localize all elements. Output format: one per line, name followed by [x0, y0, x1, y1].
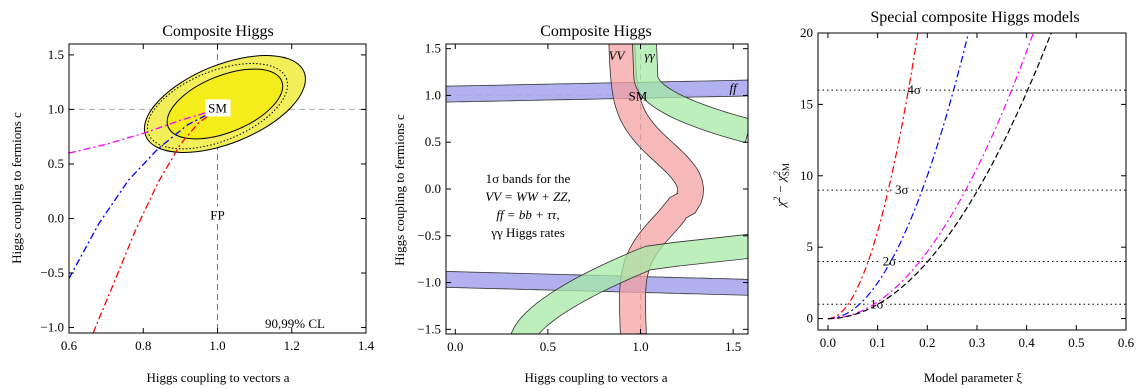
panel-3-x-axis-label: Model parameter ξ — [924, 370, 1022, 385]
y-tick-label: −1.5 — [417, 321, 441, 336]
y-tick-label: −0.5 — [417, 228, 441, 243]
legend-line-1: 1σ bands for the — [486, 171, 571, 186]
model-curve-2 — [69, 108, 218, 279]
y-tick-label: −1.0 — [40, 320, 64, 335]
panel-1-title: Composite Higgs — [162, 23, 274, 40]
y-tick-label: −1.0 — [417, 275, 441, 290]
panel-1-contour: Composite Higgs SM FP 0.6 0.8 1.0 1.2 1.4 −1.0… — [9, 23, 375, 385]
x-tick-label: 1.0 — [632, 339, 648, 354]
panel-2-plot-area: VV γγ ff SM — [446, 44, 748, 334]
x-tick-label: 1.0 — [209, 338, 225, 353]
gamma-gamma-band-upper — [632, 44, 748, 144]
panel-1-axes: 0.6 0.8 1.0 1.2 1.4 −1.0 −0.5 0.0 0.5 1.0 1.5 — [40, 44, 375, 353]
band-label-2: ff — [729, 81, 739, 96]
panel-3-frame — [817, 32, 1127, 331]
legend-line-3: ff = bb + ττ, — [496, 207, 559, 222]
y-tick-label: 1.5 — [425, 41, 441, 56]
sigma-label-4: 4σ — [907, 82, 921, 97]
panel-2-title: Composite Higgs — [540, 23, 652, 40]
y-tick-label: 1.5 — [48, 47, 64, 62]
x-tick-label: 1.5 — [725, 339, 741, 354]
x-tick-label: 0.6 — [1118, 335, 1135, 350]
panel-2-bands: Composite Higgs VV γγ ff SM 0.0 0.5 1.0 1.5 −1.… — [392, 23, 749, 385]
panel-1-y-axis-label: Higgs coupling to fermions c — [9, 112, 24, 264]
x-tick-label: 0.1 — [869, 335, 885, 350]
sigma-label-1: 1σ — [870, 296, 884, 311]
y-tick-label: 15 — [800, 96, 813, 111]
sm-label-box — [205, 99, 231, 117]
panel-1-cl-annotation: 90,99% CL — [265, 316, 325, 331]
band-label-0: VV — [609, 48, 627, 63]
y-tick-label: −0.5 — [40, 265, 64, 280]
legend-line-2: VV = WW + ZZ, — [485, 189, 571, 204]
ff-band-upper — [446, 79, 748, 103]
panel-2-y-axis-label: Higgs coupling to fermions c — [392, 114, 407, 266]
band-label-1: γγ — [645, 48, 656, 63]
model-curve-2 — [827, 33, 970, 320]
gamma-gamma-band-lower — [510, 233, 748, 334]
y-tick-label: 0.0 — [48, 210, 64, 225]
x-tick-label: 0.0 — [447, 339, 463, 354]
x-tick-label: 0.6 — [61, 338, 78, 353]
panel-3-title: Special composite Higgs models — [870, 9, 1079, 26]
sm-label: SM — [629, 88, 648, 103]
panel-3-line: Special composite Higgs models 1σ2σ3σ4σ … — [772, 9, 1135, 385]
y-tick-label: 1.0 — [48, 101, 64, 116]
x-tick-label: 0.5 — [1068, 335, 1084, 350]
x-tick-label: 0.8 — [135, 338, 151, 353]
y-tick-label: 0 — [807, 311, 814, 326]
panel-2-x-axis-label: Higgs coupling to vectors a — [525, 370, 668, 385]
fp-label: FP — [210, 207, 224, 222]
y-tick-label: 5 — [807, 239, 814, 254]
x-tick-label: 0.0 — [820, 335, 836, 350]
y-tick-label: 0.0 — [425, 181, 441, 196]
sigma-label-box — [905, 82, 924, 97]
panel-1-x-axis-label: Higgs coupling to vectors a — [147, 370, 290, 385]
x-tick-label: 0.2 — [919, 335, 935, 350]
x-tick-label: 1.2 — [284, 338, 300, 353]
y-tick-label: 0.5 — [48, 156, 64, 171]
y-tick-label: 10 — [800, 168, 813, 183]
panel-3-y-axis-label: χ2 − χ2SM — [772, 163, 791, 209]
y-tick-label: 0.5 — [425, 134, 441, 149]
ellipse-dotted — [146, 62, 289, 150]
x-tick-label: 1.4 — [358, 338, 375, 353]
x-tick-label: 0.4 — [1019, 335, 1036, 350]
x-tick-label: 0.5 — [540, 339, 556, 354]
model-curve-1 — [69, 108, 218, 154]
sigma-label-box — [893, 182, 911, 197]
model-curve-1 — [827, 33, 919, 320]
sigma-label-box — [880, 253, 899, 268]
model-curve-4 — [827, 33, 1052, 320]
sigma-label-3: 3σ — [895, 182, 909, 197]
x-tick-label: 0.3 — [969, 335, 985, 350]
legend-line-4: γγ Higgs rates — [490, 225, 565, 240]
panel-2-axes: 0.0 0.5 1.0 1.5 −1.5 −1.0 −0.5 0.0 0.5 1.0 1.5 — [417, 41, 748, 354]
y-tick-label: 1.0 — [425, 87, 441, 102]
model-curve-3 — [92, 108, 218, 333]
panel-2-legend-text: 1σ bands for the VV = WW + ZZ, ff = bb +… — [485, 171, 571, 240]
fp-label-box — [205, 206, 230, 224]
model-curve-3 — [827, 33, 1034, 320]
panel-3-axes: 0.0 0.1 0.2 0.3 0.4 0.5 0.6 0 5 10 15 20 — [800, 25, 1135, 350]
panel-1-plot-area: SM FP — [69, 44, 366, 333]
y-tick-label: 20 — [800, 25, 813, 40]
sm-label: SM — [208, 100, 227, 115]
